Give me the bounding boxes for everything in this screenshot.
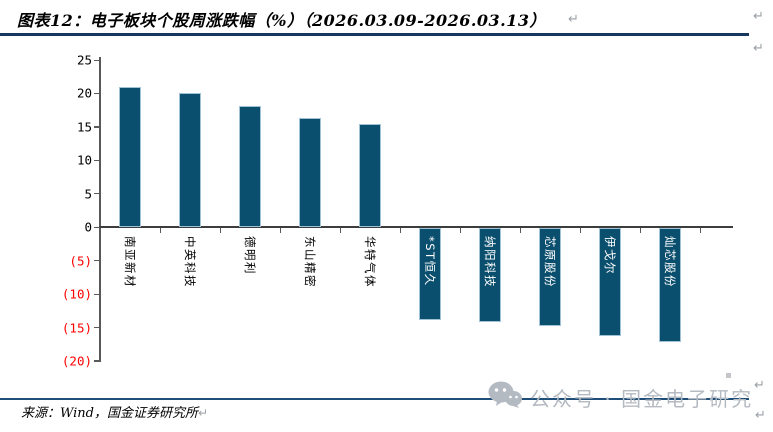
bar — [359, 124, 381, 227]
x-tick — [640, 228, 642, 233]
bar — [539, 228, 561, 326]
return-mark-icon: ↵ — [753, 41, 764, 56]
x-tick — [400, 228, 402, 233]
y-axis-label: 25 — [76, 52, 92, 68]
y-axis-label: (5) — [69, 253, 92, 269]
x-axis-zero-line — [99, 226, 733, 228]
bar — [659, 228, 681, 342]
x-tick — [700, 228, 702, 233]
y-tick — [94, 193, 100, 195]
category-label: 华特气体 — [363, 236, 377, 288]
return-mark-icon: ↵ — [198, 406, 209, 420]
return-mark-icon: ↵ — [753, 9, 764, 24]
y-tick — [94, 159, 100, 161]
title-underline — [0, 33, 749, 36]
y-axis-label: 20 — [76, 85, 92, 101]
y-axis-label: (10) — [61, 286, 92, 302]
y-axis-label: 10 — [76, 152, 92, 168]
return-mark-icon: ↵ — [754, 378, 765, 393]
bar — [119, 87, 141, 227]
watermark-line — [0, 398, 749, 400]
category-label: 德明利 — [243, 236, 257, 275]
x-tick — [580, 228, 582, 233]
bar — [299, 118, 321, 227]
y-tick — [94, 260, 100, 262]
category-label: *ST恒久 — [423, 236, 437, 287]
y-axis-label: (20) — [61, 353, 92, 369]
y-axis-label: 0 — [84, 219, 92, 235]
bar — [479, 228, 501, 322]
x-tick — [520, 228, 522, 233]
watermark-text: 公众号 · 国金电子研究 — [530, 386, 754, 411]
x-tick — [460, 228, 462, 233]
y-tick — [94, 59, 100, 61]
source-row: 来源：Wind，国金证券研究所↵ — [21, 402, 208, 421]
y-tick — [94, 92, 100, 95]
y-tick — [94, 226, 100, 228]
category-label: 中英科技 — [183, 236, 197, 288]
x-tick — [280, 228, 282, 233]
x-tick — [220, 228, 222, 233]
source-text: 来源：Wind，国金证券研究所 — [21, 406, 198, 421]
y-axis-line — [99, 57, 101, 362]
return-mark-icon: ↵ — [755, 408, 766, 423]
y-axis-label: 15 — [76, 119, 92, 135]
anchor-dot — [726, 373, 731, 378]
bar — [179, 93, 201, 227]
x-tick — [340, 228, 342, 233]
category-label: 东山精密 — [303, 236, 317, 288]
watermark: 公众号 · 国金电子研究 — [488, 381, 753, 413]
category-label: 纳阳科技 — [483, 236, 497, 288]
wechat-icon — [488, 381, 522, 413]
x-tick — [160, 228, 162, 233]
category-label: 伊戈尔 — [603, 236, 617, 275]
y-tick — [94, 126, 100, 128]
y-tick — [94, 360, 100, 362]
figure-title: 图表12：电子板块个股周涨跌幅（%）（2026.03.09-2026.03.13… — [17, 11, 547, 30]
category-label: 灿芯股份 — [663, 236, 677, 288]
return-mark-icon: ↵ — [568, 12, 579, 27]
bar — [419, 228, 441, 320]
category-label: 芯原股份 — [543, 236, 557, 288]
y-tick — [94, 327, 100, 329]
y-tick — [94, 293, 100, 295]
y-axis-label: 5 — [84, 186, 92, 202]
y-axis-label: (15) — [61, 320, 92, 336]
bar — [239, 106, 261, 227]
bar — [599, 228, 621, 336]
category-label: 南亚新材 — [123, 236, 137, 288]
